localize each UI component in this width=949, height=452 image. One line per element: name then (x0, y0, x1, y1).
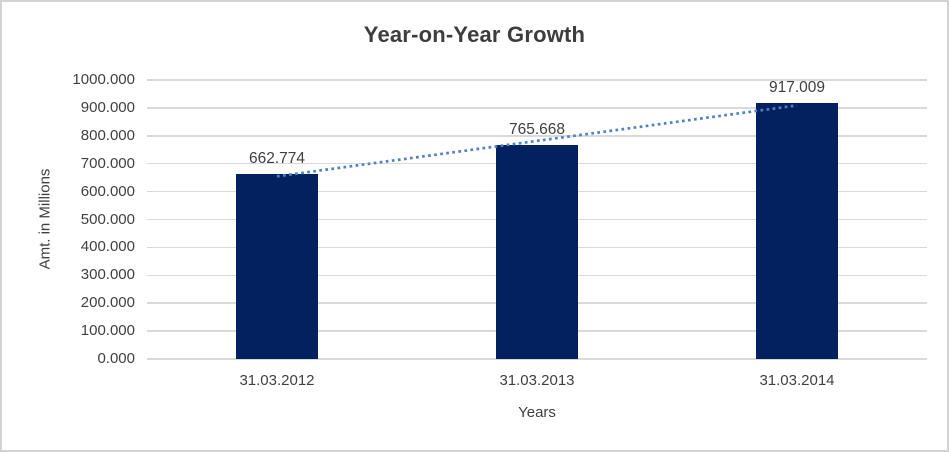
y-tick-label: 500.000 (80, 210, 135, 228)
x-tick-label: 31.03.2012 (239, 372, 315, 389)
bar (496, 145, 578, 359)
gridline (147, 79, 927, 81)
x-axis-title: Years (518, 404, 556, 421)
y-tick-label: 100.000 (80, 322, 135, 340)
x-tick-label: 31.03.2014 (759, 372, 835, 389)
plot-area: 662.774 765.668 917.009 (147, 79, 927, 360)
y-tick-label: 700.000 (80, 154, 135, 172)
bar (236, 174, 318, 359)
trendline (276, 104, 798, 178)
y-tick-label: 300.000 (80, 266, 135, 284)
y-tick-label: 200.000 (80, 294, 135, 312)
y-tick-label: 400.000 (80, 238, 135, 256)
bar-data-label: 662.774 (248, 150, 306, 168)
chart-title: Year-on-Year Growth (363, 22, 586, 47)
bar-data-label: 765.668 (508, 121, 566, 139)
y-tick-label: 900.000 (80, 98, 135, 116)
trendline-segment (276, 104, 798, 178)
gridline (147, 135, 927, 137)
bar (756, 103, 838, 359)
y-tick-label: 0.000 (97, 350, 135, 367)
bar-data-label: 917.009 (768, 79, 826, 97)
y-tick-label: 1000.000 (72, 71, 135, 88)
y-tick-label: 600.000 (80, 182, 135, 200)
y-tick-label: 800.000 (80, 126, 135, 144)
x-tick-label: 31.03.2013 (499, 372, 575, 389)
gridline (147, 107, 927, 109)
